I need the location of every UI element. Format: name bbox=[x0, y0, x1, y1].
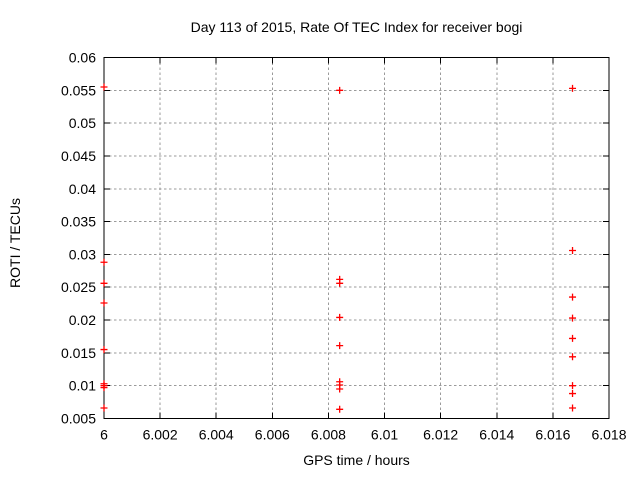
x-tick-label: 6.018 bbox=[591, 427, 626, 443]
data-point bbox=[569, 246, 577, 254]
y-tick-label: 0.045 bbox=[61, 148, 96, 164]
y-tick-label: 0.025 bbox=[61, 279, 96, 295]
y-tick-label: 0.01 bbox=[69, 378, 96, 394]
data-point bbox=[100, 258, 108, 266]
data-point bbox=[336, 405, 344, 413]
data-point bbox=[336, 279, 344, 287]
chart-title: Day 113 of 2015, Rate Of TEC Index for r… bbox=[190, 19, 523, 35]
x-tick-label: 6.01 bbox=[371, 427, 398, 443]
plot-border bbox=[103, 57, 610, 419]
data-point bbox=[100, 346, 108, 354]
data-point bbox=[569, 334, 577, 342]
data-point bbox=[569, 404, 577, 412]
y-tick-label: 0.055 bbox=[61, 82, 96, 98]
y-tick-label: 0.035 bbox=[61, 214, 96, 230]
data-point bbox=[336, 313, 344, 321]
x-tick-label: 6.004 bbox=[199, 427, 234, 443]
data-point bbox=[569, 382, 577, 390]
x-tick-label: 6.006 bbox=[255, 427, 290, 443]
x-tick-label: 6.014 bbox=[479, 427, 514, 443]
x-tick-label: 6.002 bbox=[143, 427, 178, 443]
data-point bbox=[569, 293, 577, 301]
x-axis-label: GPS time / hours bbox=[303, 452, 410, 468]
x-tick-label: 6.008 bbox=[311, 427, 346, 443]
data-point bbox=[336, 342, 344, 350]
data-point bbox=[569, 353, 577, 361]
data-point bbox=[569, 314, 577, 322]
data-point bbox=[336, 385, 344, 393]
data-point bbox=[100, 83, 108, 91]
data-point bbox=[100, 384, 108, 392]
y-tick-label: 0.015 bbox=[61, 345, 96, 361]
x-tick-label: 6.016 bbox=[535, 427, 570, 443]
x-tick-label: 6 bbox=[100, 427, 108, 443]
y-tick-label: 0.06 bbox=[69, 50, 96, 66]
data-point bbox=[100, 299, 108, 307]
x-tick-label: 6.012 bbox=[423, 427, 458, 443]
data-point bbox=[100, 404, 108, 412]
y-tick-label: 0.03 bbox=[69, 246, 96, 262]
data-point bbox=[336, 86, 344, 94]
y-tick-label: 0.02 bbox=[69, 312, 96, 328]
y-tick-label: 0.05 bbox=[69, 115, 96, 131]
y-tick-label: 0.005 bbox=[61, 411, 96, 427]
y-tick-label: 0.04 bbox=[69, 181, 96, 197]
data-point bbox=[569, 390, 577, 398]
data-point bbox=[569, 84, 577, 92]
data-point bbox=[100, 279, 108, 287]
